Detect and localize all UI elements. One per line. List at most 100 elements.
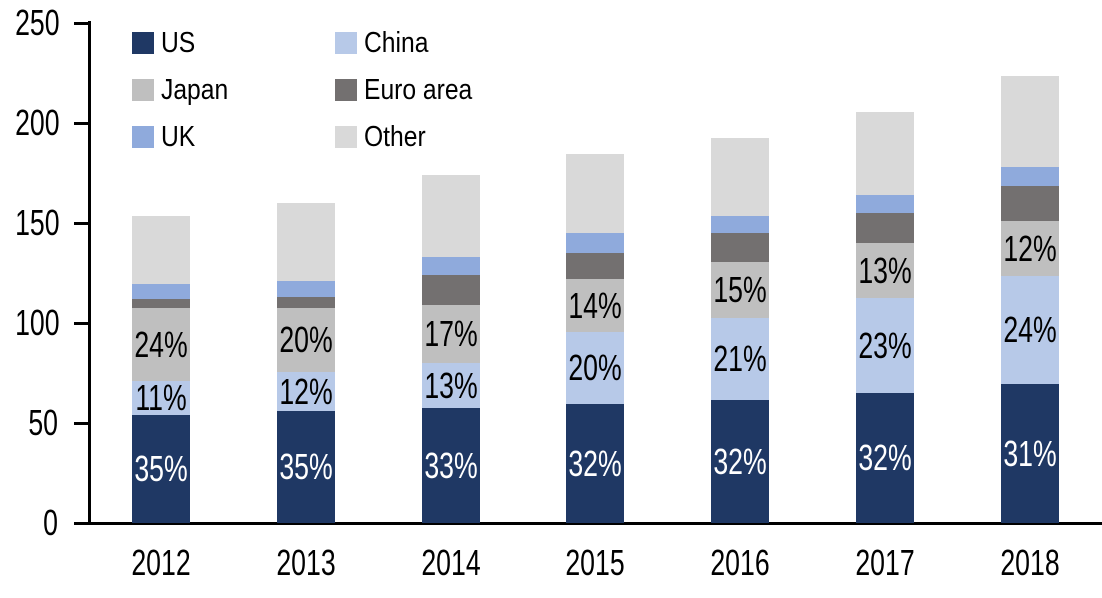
bar-segment-china: 21% xyxy=(711,318,770,400)
segment-percentage-label: 20% xyxy=(568,347,623,388)
bar-segment-us: 32% xyxy=(855,393,914,523)
y-axis-label: 100 xyxy=(15,302,60,343)
bar-2014: 33% 13% 17% xyxy=(421,175,480,523)
bar-2015: 32% 20% 14% xyxy=(566,154,625,523)
bar-segment-other xyxy=(566,154,625,233)
bar-segment-uk xyxy=(711,216,770,233)
segment-percentage-label: 35% xyxy=(279,446,333,487)
segment-percentage-label: 21% xyxy=(713,338,767,379)
legend-swatch-us xyxy=(132,32,154,54)
segment-percentage-label: 20% xyxy=(279,319,333,360)
legend-item-other: Other xyxy=(335,122,437,152)
x-axis-label-2015: 2015 xyxy=(565,542,626,583)
legend-item-uk: UK xyxy=(132,122,201,152)
x-axis-label-2014: 2014 xyxy=(421,542,481,583)
segment-percentage-label: 17% xyxy=(424,313,478,354)
legend-swatch-japan xyxy=(132,79,154,101)
bar-segment-japan: 24% xyxy=(132,308,191,381)
legend-label-euro-area: Euro area xyxy=(364,74,473,106)
x-axis-label-2013: 2013 xyxy=(276,542,336,583)
bar-segment-china: 11% xyxy=(132,377,191,418)
y-axis-tick xyxy=(74,21,89,25)
segment-percentage-label: 11% xyxy=(135,377,188,418)
bar-segment-china: 12% xyxy=(277,370,336,412)
y-axis-tick xyxy=(74,521,89,525)
bar-2017: 32% 23% 13% xyxy=(855,112,914,523)
legend-swatch-euro-area xyxy=(335,79,357,101)
y-axis-label: 50 xyxy=(28,402,58,443)
y-axis-label: 200 xyxy=(15,102,60,143)
segment-percentage-label: 12% xyxy=(279,370,333,412)
segment-percentage-label: 12% xyxy=(1002,227,1057,269)
legend-label-china: China xyxy=(364,27,429,59)
bar-segment-china: 24% xyxy=(1000,276,1059,384)
bar-segment-uk xyxy=(566,233,625,253)
bar-segment-us: 32% xyxy=(566,404,625,523)
y-axis-label: 250 xyxy=(15,2,60,43)
segment-percentage-label: 31% xyxy=(1002,432,1057,474)
legend-label-japan: Japan xyxy=(161,74,229,106)
segment-percentage-label: 13% xyxy=(424,364,478,406)
bar-segment-euro-area xyxy=(132,299,191,308)
bar-segment-euro-area xyxy=(566,253,625,279)
y-axis-tick xyxy=(74,321,89,325)
legend-item-euro-area: Euro area xyxy=(335,75,491,105)
bar-segment-other xyxy=(132,216,191,284)
y-axis-line xyxy=(88,21,91,525)
bar-segment-china: 23% xyxy=(855,298,914,393)
y-axis-label: 0 xyxy=(43,502,58,543)
legend-item-china: China xyxy=(335,28,440,58)
legend-item-us: US xyxy=(132,28,201,58)
bar-segment-uk xyxy=(132,284,191,299)
bar-segment-us: 31% xyxy=(1000,384,1059,523)
x-axis-label-2017: 2017 xyxy=(855,542,915,583)
bar-2013: 35% 12% 20% xyxy=(277,203,336,523)
legend-label-us: US xyxy=(161,27,196,59)
bar-segment-japan: 14% xyxy=(566,279,625,332)
bar-segment-euro-area xyxy=(421,275,480,305)
bar-segment-japan: 13% xyxy=(855,243,914,298)
bar-segment-euro-area xyxy=(711,233,770,262)
y-axis-label: 150 xyxy=(15,202,60,243)
bar-2018: 31% 24% 12% xyxy=(1000,76,1059,523)
bar-segment-japan: 12% xyxy=(1000,221,1059,276)
bar-segment-euro-area xyxy=(277,297,336,308)
legend-label-other: Other xyxy=(364,121,426,153)
y-axis-tick xyxy=(74,221,89,225)
segment-percentage-label: 14% xyxy=(568,284,623,326)
bar-segment-other xyxy=(855,112,914,195)
bar-segment-euro-area xyxy=(1000,186,1059,221)
bar-segment-uk xyxy=(421,257,480,275)
bar-2012: 35% 11% 24% xyxy=(132,216,191,523)
bar-segment-us: 33% xyxy=(421,408,480,523)
bar-segment-us: 35% xyxy=(277,411,336,523)
bar-segment-china: 13% xyxy=(421,363,480,408)
bar-segment-uk xyxy=(277,281,336,297)
bar-segment-us: 32% xyxy=(711,400,770,523)
x-axis-label-2018: 2018 xyxy=(999,542,1060,583)
y-axis-tick xyxy=(74,421,89,425)
bar-segment-us: 35% xyxy=(132,415,191,523)
segment-percentage-label: 35% xyxy=(134,448,189,489)
segment-percentage-label: 15% xyxy=(713,269,767,310)
segment-percentage-label: 24% xyxy=(134,323,189,365)
bar-segment-euro-area xyxy=(855,213,914,243)
bar-segment-japan: 17% xyxy=(421,305,480,363)
x-axis-line xyxy=(88,522,1102,525)
bar-segment-china: 20% xyxy=(566,332,625,404)
segment-percentage-label: 32% xyxy=(858,437,912,478)
bar-segment-other xyxy=(711,138,770,216)
legend-item-japan: Japan xyxy=(132,75,240,105)
bar-segment-other xyxy=(277,203,336,281)
legend-swatch-other xyxy=(335,126,357,148)
segment-percentage-label: 33% xyxy=(424,444,478,486)
segment-percentage-label: 13% xyxy=(858,249,912,291)
bar-segment-other xyxy=(1000,76,1059,167)
x-axis-label-2016: 2016 xyxy=(710,542,770,583)
bar-2016: 32% 21% 15% xyxy=(711,138,770,523)
segment-percentage-label: 32% xyxy=(713,440,767,482)
legend-swatch-china xyxy=(335,32,357,54)
segment-percentage-label: 24% xyxy=(1002,309,1057,350)
y-axis-tick xyxy=(74,121,89,125)
